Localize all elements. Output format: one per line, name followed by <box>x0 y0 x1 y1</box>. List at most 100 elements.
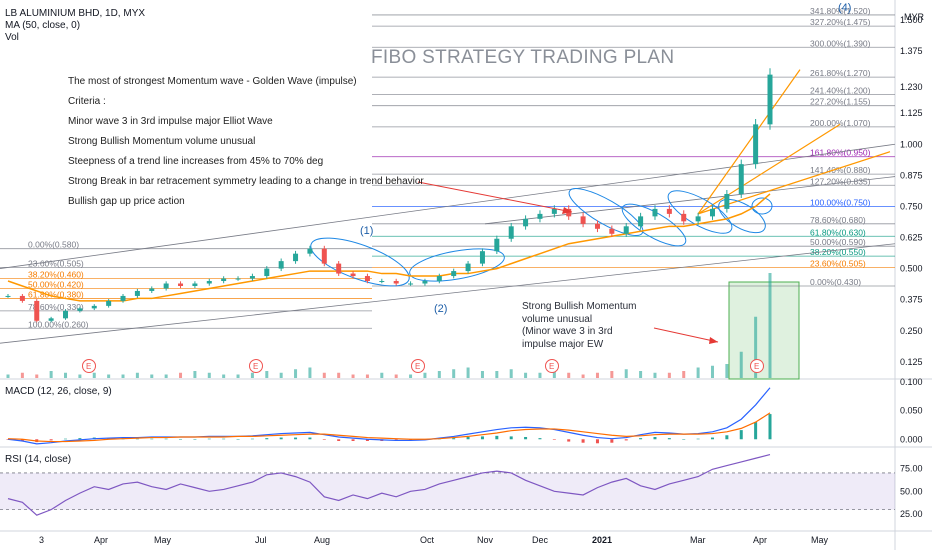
rsi-axis-tick: 75.00 <box>900 463 923 473</box>
fib-fan-line <box>697 69 801 215</box>
macd-histogram-bar <box>552 439 556 440</box>
volume-bar <box>423 372 427 378</box>
price-candle <box>134 290 140 296</box>
price-candle <box>350 273 356 277</box>
time-axis-tick: Dec <box>532 535 549 545</box>
fib-fan-line <box>697 151 891 215</box>
wave-ellipse <box>718 198 766 234</box>
fib-level-label: 341.80%(1.520) <box>810 6 871 16</box>
volume-bar <box>495 371 499 378</box>
price-candle <box>278 261 284 269</box>
macd-histogram-bar <box>49 439 53 441</box>
fib-level-label: 100.00%(0.750) <box>810 197 871 207</box>
volume-bar <box>696 367 700 378</box>
macd-histogram-bar <box>222 438 226 440</box>
price-candle <box>465 263 471 272</box>
volume-bar <box>222 374 226 378</box>
macd-histogram-bar <box>696 438 700 440</box>
volume-note-line: (Minor wave 3 in 3rd <box>522 326 613 337</box>
note-line: Strong Bullish Momentum volume unusual <box>68 136 256 147</box>
macd-histogram-bar <box>610 439 614 443</box>
price-candle <box>91 305 97 309</box>
volume-bar <box>294 369 298 378</box>
macd-histogram-bar <box>265 438 269 440</box>
volume-bar <box>394 374 398 378</box>
price-candle <box>249 276 255 279</box>
time-axis-tick: Aug <box>314 535 330 545</box>
arrow-head <box>709 337 718 344</box>
price-candle <box>192 283 198 286</box>
symbol-header: LB ALUMINIUM BHD, 1D, MYX <box>5 8 146 19</box>
macd-histogram-bar <box>150 438 154 440</box>
volume-bar <box>308 367 312 378</box>
volume-bar <box>538 372 542 378</box>
macd-histogram-bar <box>639 438 643 440</box>
fib-level-label: 300.00%(1.390) <box>810 38 871 48</box>
volume-bar <box>92 372 96 378</box>
price-candle <box>609 228 615 234</box>
macd-histogram-bar <box>250 438 254 440</box>
macd-histogram-bar <box>624 439 628 441</box>
macd-histogram-bar <box>135 438 139 440</box>
volume-bar <box>107 374 111 378</box>
macd-histogram-bar <box>595 439 599 444</box>
volume-bar <box>279 372 283 378</box>
price-candle <box>767 74 773 125</box>
wave-ellipse <box>751 197 773 215</box>
macd-histogram-bar <box>322 439 326 440</box>
ma-line <box>7 193 771 302</box>
volume-bar <box>452 369 456 378</box>
volume-bar <box>552 371 556 378</box>
macd-histogram-bar <box>667 438 671 440</box>
price-axis-tick: 1.000 <box>900 139 923 149</box>
price-candle <box>738 164 744 194</box>
earnings-marker <box>411 359 425 373</box>
macd-title: MACD (12, 26, close, 9) <box>5 386 112 397</box>
annotation-arrow <box>653 327 719 343</box>
rsi-title: RSI (14, close) <box>5 454 71 465</box>
time-axis-tick: Apr <box>94 535 108 545</box>
price-candle <box>106 300 112 306</box>
macd-histogram-bar <box>337 439 341 441</box>
time-axis-tick: Oct <box>420 535 435 545</box>
macd-histogram-bar <box>509 436 513 440</box>
price-candle <box>19 295 25 301</box>
price-candle <box>594 223 600 229</box>
volume-bar <box>322 372 326 378</box>
macd-histogram-bar <box>524 436 528 440</box>
volume-bar <box>135 372 139 378</box>
price-candle <box>479 251 485 264</box>
fib-level-label: 0.00%(0.430) <box>810 277 861 287</box>
time-axis-tick: Jul <box>255 535 267 545</box>
price-axis-tick: 1.500 <box>900 15 923 25</box>
volume-bar <box>480 371 484 378</box>
price-axis-tick: 0.750 <box>900 201 923 211</box>
fib-level-label: 241.40%(1.200) <box>810 86 871 96</box>
volume-bar <box>581 374 585 378</box>
rsi-band <box>0 472 895 510</box>
wave-ellipse <box>667 190 733 234</box>
volume-bar <box>236 374 240 378</box>
price-candle <box>379 281 385 283</box>
macd-line <box>7 387 771 445</box>
volume-bar <box>624 369 628 378</box>
volume-bar <box>121 374 125 378</box>
volume-bar <box>667 372 671 378</box>
macd-histogram-bar <box>207 438 211 440</box>
time-axis-tick: 3 <box>39 535 44 545</box>
wave-label-2: (2) <box>434 303 448 315</box>
macd-histogram-bar <box>78 438 82 440</box>
price-candle <box>364 276 370 282</box>
price-candle <box>77 308 83 311</box>
price-candle <box>293 253 299 262</box>
volume-bar <box>739 351 743 378</box>
price-candle <box>408 283 414 285</box>
fib-level-label: 78.60%(0.330) <box>28 302 84 312</box>
volume-bar <box>768 273 772 378</box>
fib-level-label: 200.00%(1.070) <box>810 118 871 128</box>
price-candle <box>206 281 212 284</box>
volume-bar <box>653 372 657 378</box>
time-axis-tick: May <box>811 535 829 545</box>
price-candle <box>34 300 40 321</box>
time-axis-tick: 2021 <box>592 535 612 545</box>
